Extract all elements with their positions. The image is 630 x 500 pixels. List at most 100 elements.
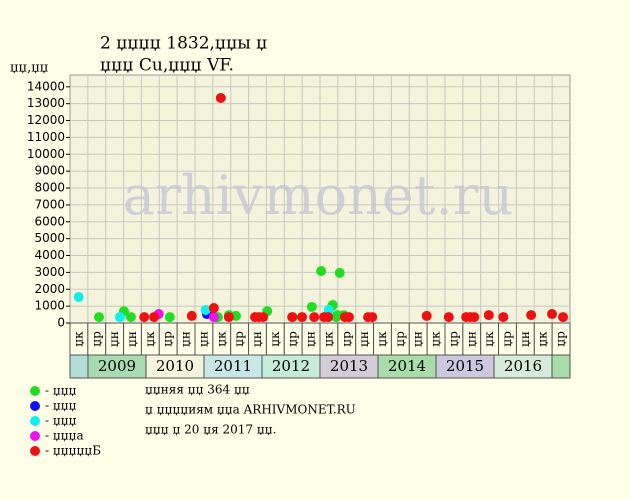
period-label: џр [89, 331, 103, 347]
y-tick-label: 10000 [27, 147, 65, 161]
period-label: џр [232, 331, 246, 347]
point [208, 312, 219, 323]
point [94, 312, 105, 323]
legend-label: - џџџџџБ [45, 444, 101, 458]
year-box [551, 354, 571, 379]
legend-marker [30, 401, 40, 411]
period-label: џн [179, 331, 193, 347]
legend-marker [30, 386, 40, 396]
point [73, 292, 84, 303]
y-tick-label: 8000 [34, 181, 65, 195]
period-label: џн [250, 331, 264, 347]
legend-label: - џџџ [45, 414, 77, 428]
period-label: џн [304, 331, 318, 347]
period-label: џк [143, 331, 157, 347]
point [498, 312, 509, 323]
note: џџняя џџ 364 џџ [145, 383, 250, 397]
point [316, 266, 327, 277]
y-tick-label: 3000 [34, 265, 65, 279]
period-label: џр [161, 331, 175, 347]
point [334, 267, 345, 278]
point [125, 312, 136, 323]
point [139, 312, 150, 323]
period-label: џк [482, 331, 496, 347]
year-label: 2014 [388, 357, 426, 375]
note: џ џџџџиям џџа ARHIVMONET.RU [145, 403, 356, 417]
period-label: џк [71, 331, 85, 347]
point [443, 312, 454, 323]
point [323, 312, 334, 323]
y-tick-label: 5000 [34, 231, 65, 245]
point [287, 312, 298, 323]
point [297, 312, 308, 323]
period-label: џн [125, 331, 139, 347]
point [469, 312, 480, 323]
period-label: џн [107, 331, 121, 347]
watermark: arhivmonet.ru [123, 164, 513, 227]
point [215, 92, 226, 103]
point [421, 310, 432, 321]
year-label: 2011 [214, 357, 252, 375]
year-label: 2009 [98, 357, 136, 375]
legend-label: - џџџ [45, 384, 77, 398]
point [558, 312, 569, 323]
period-label: џк [429, 331, 443, 347]
legend-label: - џџџа [45, 429, 84, 443]
period-label: џк [321, 331, 335, 347]
point [164, 312, 175, 323]
legend-label: - џџџ [45, 399, 77, 413]
year-label: 2010 [156, 357, 194, 375]
year-label: 2012 [272, 357, 310, 375]
year-label: 2016 [504, 357, 542, 375]
period-label: џк [214, 331, 228, 347]
year-box [69, 354, 89, 379]
legend-marker [30, 431, 40, 441]
y-tick-label: 14000 [27, 79, 65, 93]
period-label: џк [268, 331, 282, 347]
y-tick-label: 12000 [27, 113, 65, 127]
point [208, 302, 219, 313]
y-axis-label: џџ,џџ [10, 61, 49, 76]
y-tick-label: 11000 [27, 130, 65, 144]
point [306, 301, 317, 312]
period-label: џн [411, 331, 425, 347]
y-tick-label: 2000 [34, 282, 65, 296]
point [149, 312, 160, 323]
y-tick-label: 1000 [34, 299, 65, 313]
y-tick-label: 9000 [34, 164, 65, 178]
point [483, 310, 494, 321]
point [331, 312, 342, 323]
point [526, 310, 537, 321]
period-label: џк [536, 331, 550, 347]
y-tick-label: 13000 [27, 96, 65, 110]
period-label: џр [500, 331, 514, 347]
point [114, 312, 125, 323]
year-label: 2013 [330, 357, 368, 375]
point [344, 312, 355, 323]
y-tick-label: 6000 [34, 214, 65, 228]
point [186, 310, 197, 321]
period-label: џк [375, 331, 389, 347]
y-tick-label: 7000 [34, 197, 65, 211]
legend-marker [30, 446, 40, 456]
point [547, 309, 558, 320]
period-label: џр [393, 331, 407, 347]
note: џџџ џ 20 џя 2017 џџ. [145, 423, 276, 437]
chart-subtitle: џџџ Cu,џџџ VF. [100, 56, 234, 76]
point [367, 312, 378, 323]
period-label: џн [196, 331, 210, 347]
period-label: џн [518, 331, 532, 347]
point [309, 312, 320, 323]
period-label: џр [286, 331, 300, 347]
period-label: џр [446, 331, 460, 347]
point [258, 312, 269, 323]
y-tick-label: 0 [57, 316, 65, 330]
point [223, 312, 234, 323]
period-label: џр [339, 331, 353, 347]
period-label: џн [464, 331, 478, 347]
legend-marker [30, 416, 40, 426]
period-label: џн [357, 331, 371, 347]
chart-title: 2 џџџџ 1832,џџы џ [100, 34, 267, 54]
point [200, 305, 211, 316]
